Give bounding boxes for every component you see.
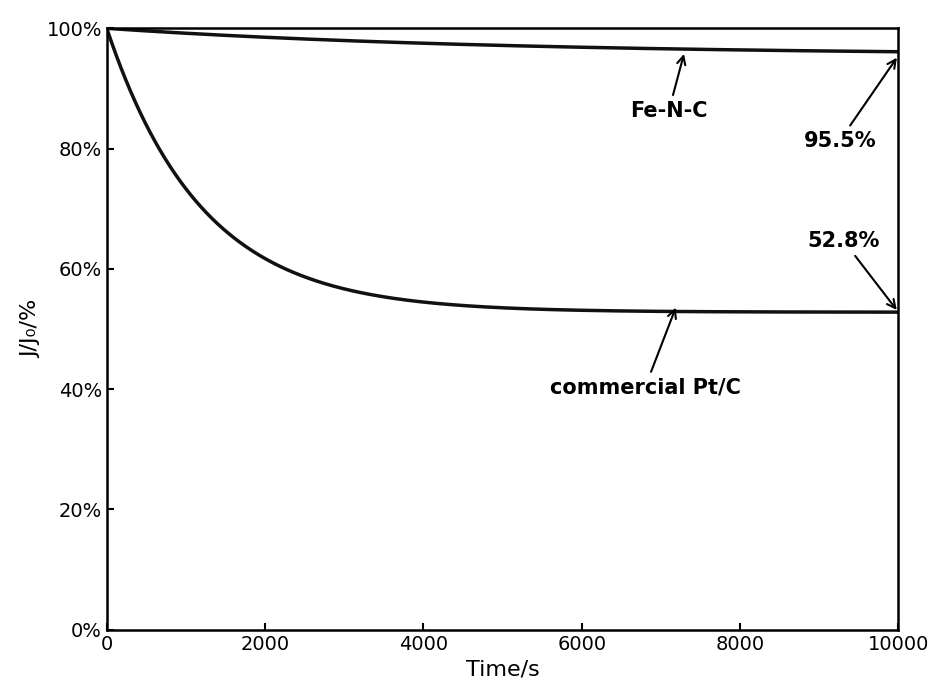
Text: commercial Pt/C: commercial Pt/C: [550, 309, 741, 397]
Text: 52.8%: 52.8%: [808, 231, 895, 308]
Y-axis label: J/J₀/%: J/J₀/%: [21, 300, 41, 358]
Text: 95.5%: 95.5%: [804, 60, 896, 150]
X-axis label: Time/s: Time/s: [466, 659, 540, 679]
Text: Fe-N-C: Fe-N-C: [630, 56, 708, 120]
